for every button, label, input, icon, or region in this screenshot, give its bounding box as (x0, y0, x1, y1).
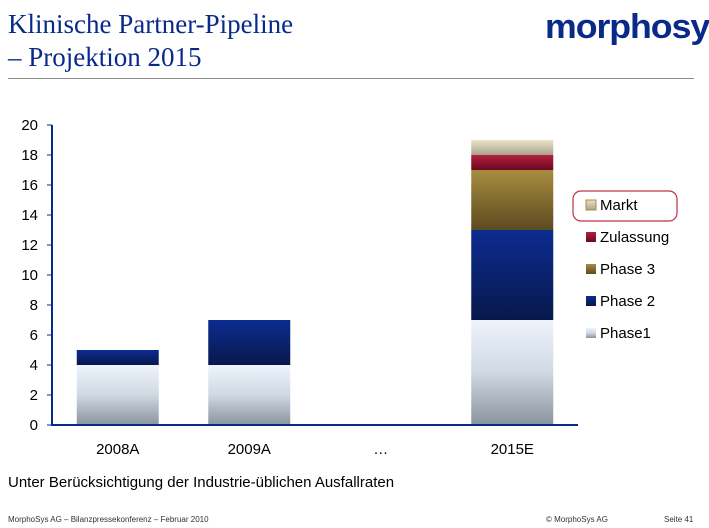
bar-segment-phase-2 (208, 320, 291, 365)
x-tick-label: 2009A (228, 441, 271, 458)
bar-segment-markt (471, 140, 554, 155)
slide-title: Klinische Partner-Pipeline – Projektion … (8, 8, 293, 74)
bar-segment-phase-2 (76, 350, 159, 365)
legend-swatch (586, 264, 596, 274)
bar-segment-phase1 (76, 365, 159, 425)
bar-segment-phase1 (471, 320, 554, 425)
y-tick-label: 16 (21, 177, 38, 194)
x-tick-label: … (373, 441, 388, 458)
y-tick-label: 10 (21, 267, 38, 284)
legend-label: Markt (600, 197, 638, 214)
footnote: Unter Berücksichtigung der Industrie-übl… (8, 474, 395, 491)
y-tick-label: 0 (30, 417, 38, 434)
legend-swatch (585, 199, 597, 211)
y-tick-label: 6 (30, 327, 38, 344)
y-tick-label: 20 (21, 117, 38, 134)
y-tick-label: 4 (30, 357, 38, 374)
legend-swatch (586, 296, 596, 306)
title-line-1: Klinische Partner-Pipeline (8, 9, 294, 39)
footer-left: MorphoSys AG – Bilanzpressekonferenz – F… (8, 515, 209, 524)
footer-page: Seite 41 (664, 515, 694, 524)
x-tick-label: 2015E (491, 441, 534, 458)
footer-copyright: © MorphoSys AG (546, 515, 608, 524)
legend-label: Phase 3 (600, 261, 655, 278)
y-tick-label: 2 (30, 387, 38, 404)
morphosys-logo: morphosys (545, 8, 709, 46)
bar-segment-phase-2 (471, 230, 554, 320)
bar-segment-phase1 (208, 365, 291, 425)
legend-highlight (572, 190, 678, 222)
bar-segment-phase-3 (471, 170, 554, 230)
legend-label: Zulassung (600, 229, 669, 246)
legend-swatch (586, 232, 596, 242)
bar-segment-zulassung (471, 155, 554, 170)
x-tick-label: 2008A (96, 441, 139, 458)
y-tick-label: 18 (21, 147, 38, 164)
legend-swatch (586, 328, 596, 338)
legend-label: Phase 2 (600, 293, 655, 310)
y-tick-label: 8 (30, 297, 38, 314)
title-divider (8, 78, 694, 79)
y-tick-label: 14 (21, 207, 38, 224)
legend-label: Phase1 (600, 325, 651, 342)
y-tick-label: 12 (21, 237, 38, 254)
title-line-2: – Projektion 2015 (8, 42, 202, 72)
